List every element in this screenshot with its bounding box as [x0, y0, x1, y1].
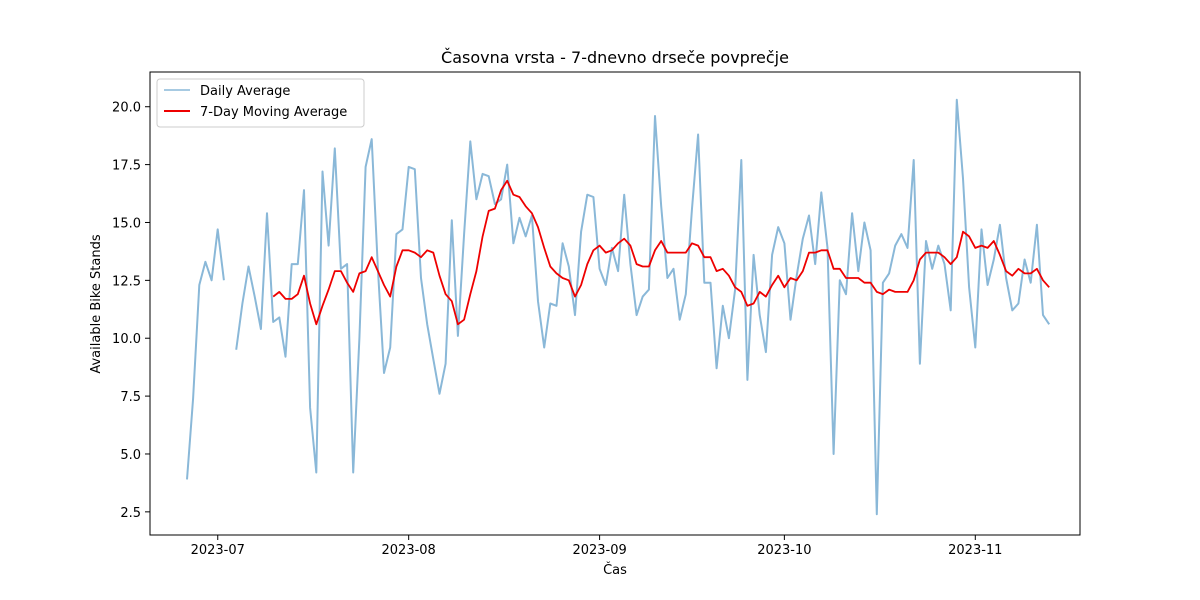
chart-title: Časovna vrsta - 7-dnevno drseče povprečj… [441, 48, 789, 67]
series-line-daily-average [186, 98, 1051, 516]
x-tick-label: 2023-11 [948, 543, 1002, 558]
x-tick-label: 2023-07 [191, 543, 245, 558]
x-axis-label: Čas [603, 562, 627, 578]
y-tick-label: 2.5 [120, 506, 141, 521]
legend-label-daily-average: Daily Average [200, 84, 290, 99]
legend: Daily Average 7-Day Moving Average [156, 78, 365, 128]
series-layer [186, 98, 1051, 516]
x-tick-label: 2023-09 [572, 543, 626, 558]
y-tick-label: 7.5 [120, 390, 141, 405]
legend-label-moving-average: 7-Day Moving Average [200, 105, 347, 120]
x-tick-label: 2023-08 [382, 543, 436, 558]
x-axis: 2023-07 2023-08 2023-09 2023-10 2023-11 [191, 535, 1002, 558]
y-tick-label: 20.0 [112, 101, 141, 116]
y-tick-label: 12.5 [112, 274, 141, 289]
legend-box [156, 78, 365, 128]
plot-frame [149, 71, 1081, 536]
y-tick-label: 17.5 [112, 159, 141, 174]
x-tick-label: 2023-10 [757, 543, 811, 558]
y-tick-label: 10.0 [112, 332, 141, 347]
y-axis: 2.5 5.0 7.5 10.0 12.5 15.0 17.5 20.0 [112, 101, 150, 521]
y-tick-label: 5.0 [120, 448, 141, 463]
y-tick-label: 15.0 [112, 216, 141, 231]
y-axis-label: Available Bike Stands [89, 234, 104, 374]
series-line-7-day-moving-average [272, 179, 1050, 326]
